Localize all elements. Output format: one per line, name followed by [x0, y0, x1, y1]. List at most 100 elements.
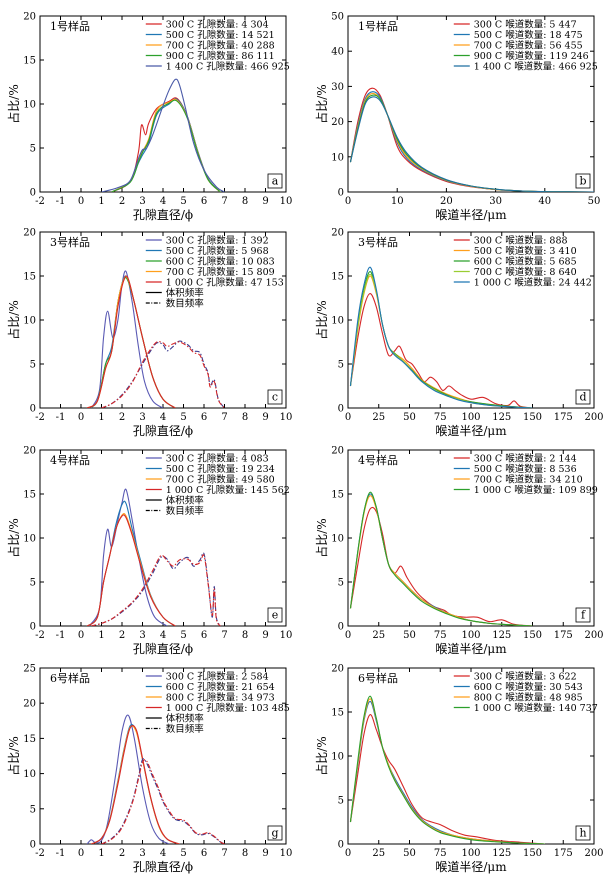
series-line-1 [349, 293, 533, 408]
legend-entry: 300 C 孔隙数量: 1 392 [166, 234, 269, 246]
legend-entry: 300 C 喉道数量: 2 144 [474, 452, 577, 464]
series-line-2 [111, 98, 221, 192]
x-tick-label: 2 [119, 196, 125, 207]
sample-label: 6号样品 [358, 671, 398, 685]
y-tick-label: 20 [331, 228, 344, 239]
x-tick-label: 25 [372, 412, 385, 423]
x-tick-label: 4 [160, 630, 166, 641]
x-tick-label: -2 [35, 848, 45, 859]
y-tick-label: 15 [23, 56, 36, 67]
y-tick-label: 10 [331, 752, 344, 763]
panel-letter: f [581, 609, 586, 622]
x-tick-label: 10 [280, 196, 293, 207]
x-tick-label: 7 [221, 196, 227, 207]
legend-entry: 700 C 孔隙数量: 40 288 [166, 39, 275, 51]
x-tick-label: 0 [345, 412, 351, 423]
legend-entry: 500 C 孔隙数量: 14 521 [166, 29, 275, 41]
y-tick-label: 15 [331, 708, 344, 719]
x-tick-label: 10 [280, 630, 293, 641]
panel-c: -2 -1 0 1 2 3 4 5 6 7 8 9 10 0 5 10 15 20 孔隙直径/ϕ 占比/% 3号样品 c 3… [6, 228, 292, 439]
legend-entry: 600 C 喉道数量: 30 543 [474, 681, 583, 693]
legend-entry: 700 C 孔隙数量: 15 809 [166, 266, 275, 278]
legend-entry: 1 400 C 孔隙数量: 466 925 [166, 60, 290, 72]
series-line-5 [86, 275, 176, 408]
x-tick-label: 150 [523, 630, 542, 641]
x-tick-label: 50 [403, 630, 416, 641]
legend-entry: 700 C 喉道数量: 56 455 [474, 39, 583, 51]
x-tick-label: 6 [201, 848, 207, 859]
legend-entry: 1 000 C 孔隙数量: 47 153 [166, 276, 284, 288]
y-axis-label: 占比/% [6, 84, 21, 123]
y-axis-label: 占比/% [6, 300, 21, 339]
legend-entry: 1 000 C 孔隙数量: 145 562 [166, 484, 290, 496]
legend-entry: 1 400 C 喉道数量: 466 925 [474, 60, 598, 72]
plot-frame [347, 15, 595, 193]
series-line-3 [349, 271, 533, 408]
legend-entry: 900 C 孔隙数量: 86 111 [166, 50, 275, 62]
x-tick-label: 30 [489, 196, 502, 207]
x-tick-label: -2 [35, 196, 45, 207]
legend-entry: 700 C 喉道数量: 8 640 [474, 266, 577, 278]
legend-entry: 1 000 C 喉道数量: 24 442 [474, 276, 592, 288]
x-tick-label: 175 [554, 848, 573, 859]
sample-label: 1号样品 [50, 19, 90, 33]
y-axis-label: 占比/% [6, 736, 21, 775]
sample-label: 6号样品 [50, 671, 90, 685]
y-tick-label: 5 [30, 144, 36, 155]
legend-entry: 800 C 喉道数量: 48 985 [474, 691, 583, 703]
sample-label: 3号样品 [50, 235, 90, 249]
y-tick-label: 50 [331, 12, 344, 23]
legend-entry: 300 C 喉道数量: 5 447 [474, 18, 577, 30]
panel-letter: d [579, 391, 586, 404]
x-tick-label: 8 [242, 630, 248, 641]
x-tick-label: 0 [345, 630, 351, 641]
y-tick-label: 0 [338, 622, 344, 633]
series-line-1 [349, 87, 594, 192]
legend-entry: 900 C 喉道数量: 119 246 [474, 50, 589, 62]
series-line-3 [349, 92, 594, 192]
x-tick-label: 9 [262, 848, 268, 859]
x-tick-label: -2 [35, 412, 45, 423]
panel-letter-box [267, 607, 283, 623]
series-line-4 [349, 491, 533, 626]
series-line-4 [349, 94, 594, 192]
series-line-4 [111, 99, 221, 192]
x-tick-label: 3 [139, 412, 145, 423]
y-tick-label: 15 [23, 272, 36, 283]
x-tick-label: 150 [523, 848, 542, 859]
y-tick-label: 20 [331, 664, 344, 675]
x-tick-label: 25 [372, 848, 385, 859]
x-tick-label: 50 [403, 848, 416, 859]
legend-entry: 300 C 孔隙数量: 4 304 [166, 18, 269, 30]
x-tick-label: 0 [345, 196, 351, 207]
y-tick-label: 0 [30, 840, 36, 851]
x-tick-label: 20 [440, 196, 453, 207]
series-line-1 [349, 506, 533, 626]
legend-entry: 600 C 喉道数量: 5 685 [474, 255, 577, 267]
panel-letter: h [579, 827, 586, 840]
legend-entry: 700 C 孔隙数量: 49 580 [166, 473, 275, 485]
x-tick-label: 2 [119, 848, 125, 859]
legend-entry: 体积频率 [166, 712, 205, 724]
series-line-1 [90, 270, 164, 408]
series-line-4 [349, 695, 545, 844]
x-tick-label: 125 [492, 848, 511, 859]
panel-letter-box [267, 173, 283, 189]
y-tick-label: 5 [338, 578, 344, 589]
series-line-2 [349, 91, 594, 192]
y-tick-label: 20 [23, 228, 36, 239]
series-line-5 [91, 552, 221, 626]
series-line-3 [349, 698, 545, 844]
panel-e: -2 -1 0 1 2 3 4 5 6 7 8 9 10 0 5 10 15 20 孔隙直径/ϕ 占比/% 4号样品 e 3… [6, 446, 292, 657]
series-line-6 [91, 554, 221, 626]
x-tick-label: 125 [492, 630, 511, 641]
series-line-2 [349, 700, 545, 844]
series-line-5 [349, 96, 594, 192]
legend-entry: 300 C 喉道数量: 888 [474, 234, 568, 246]
x-tick-label: 0 [78, 848, 84, 859]
